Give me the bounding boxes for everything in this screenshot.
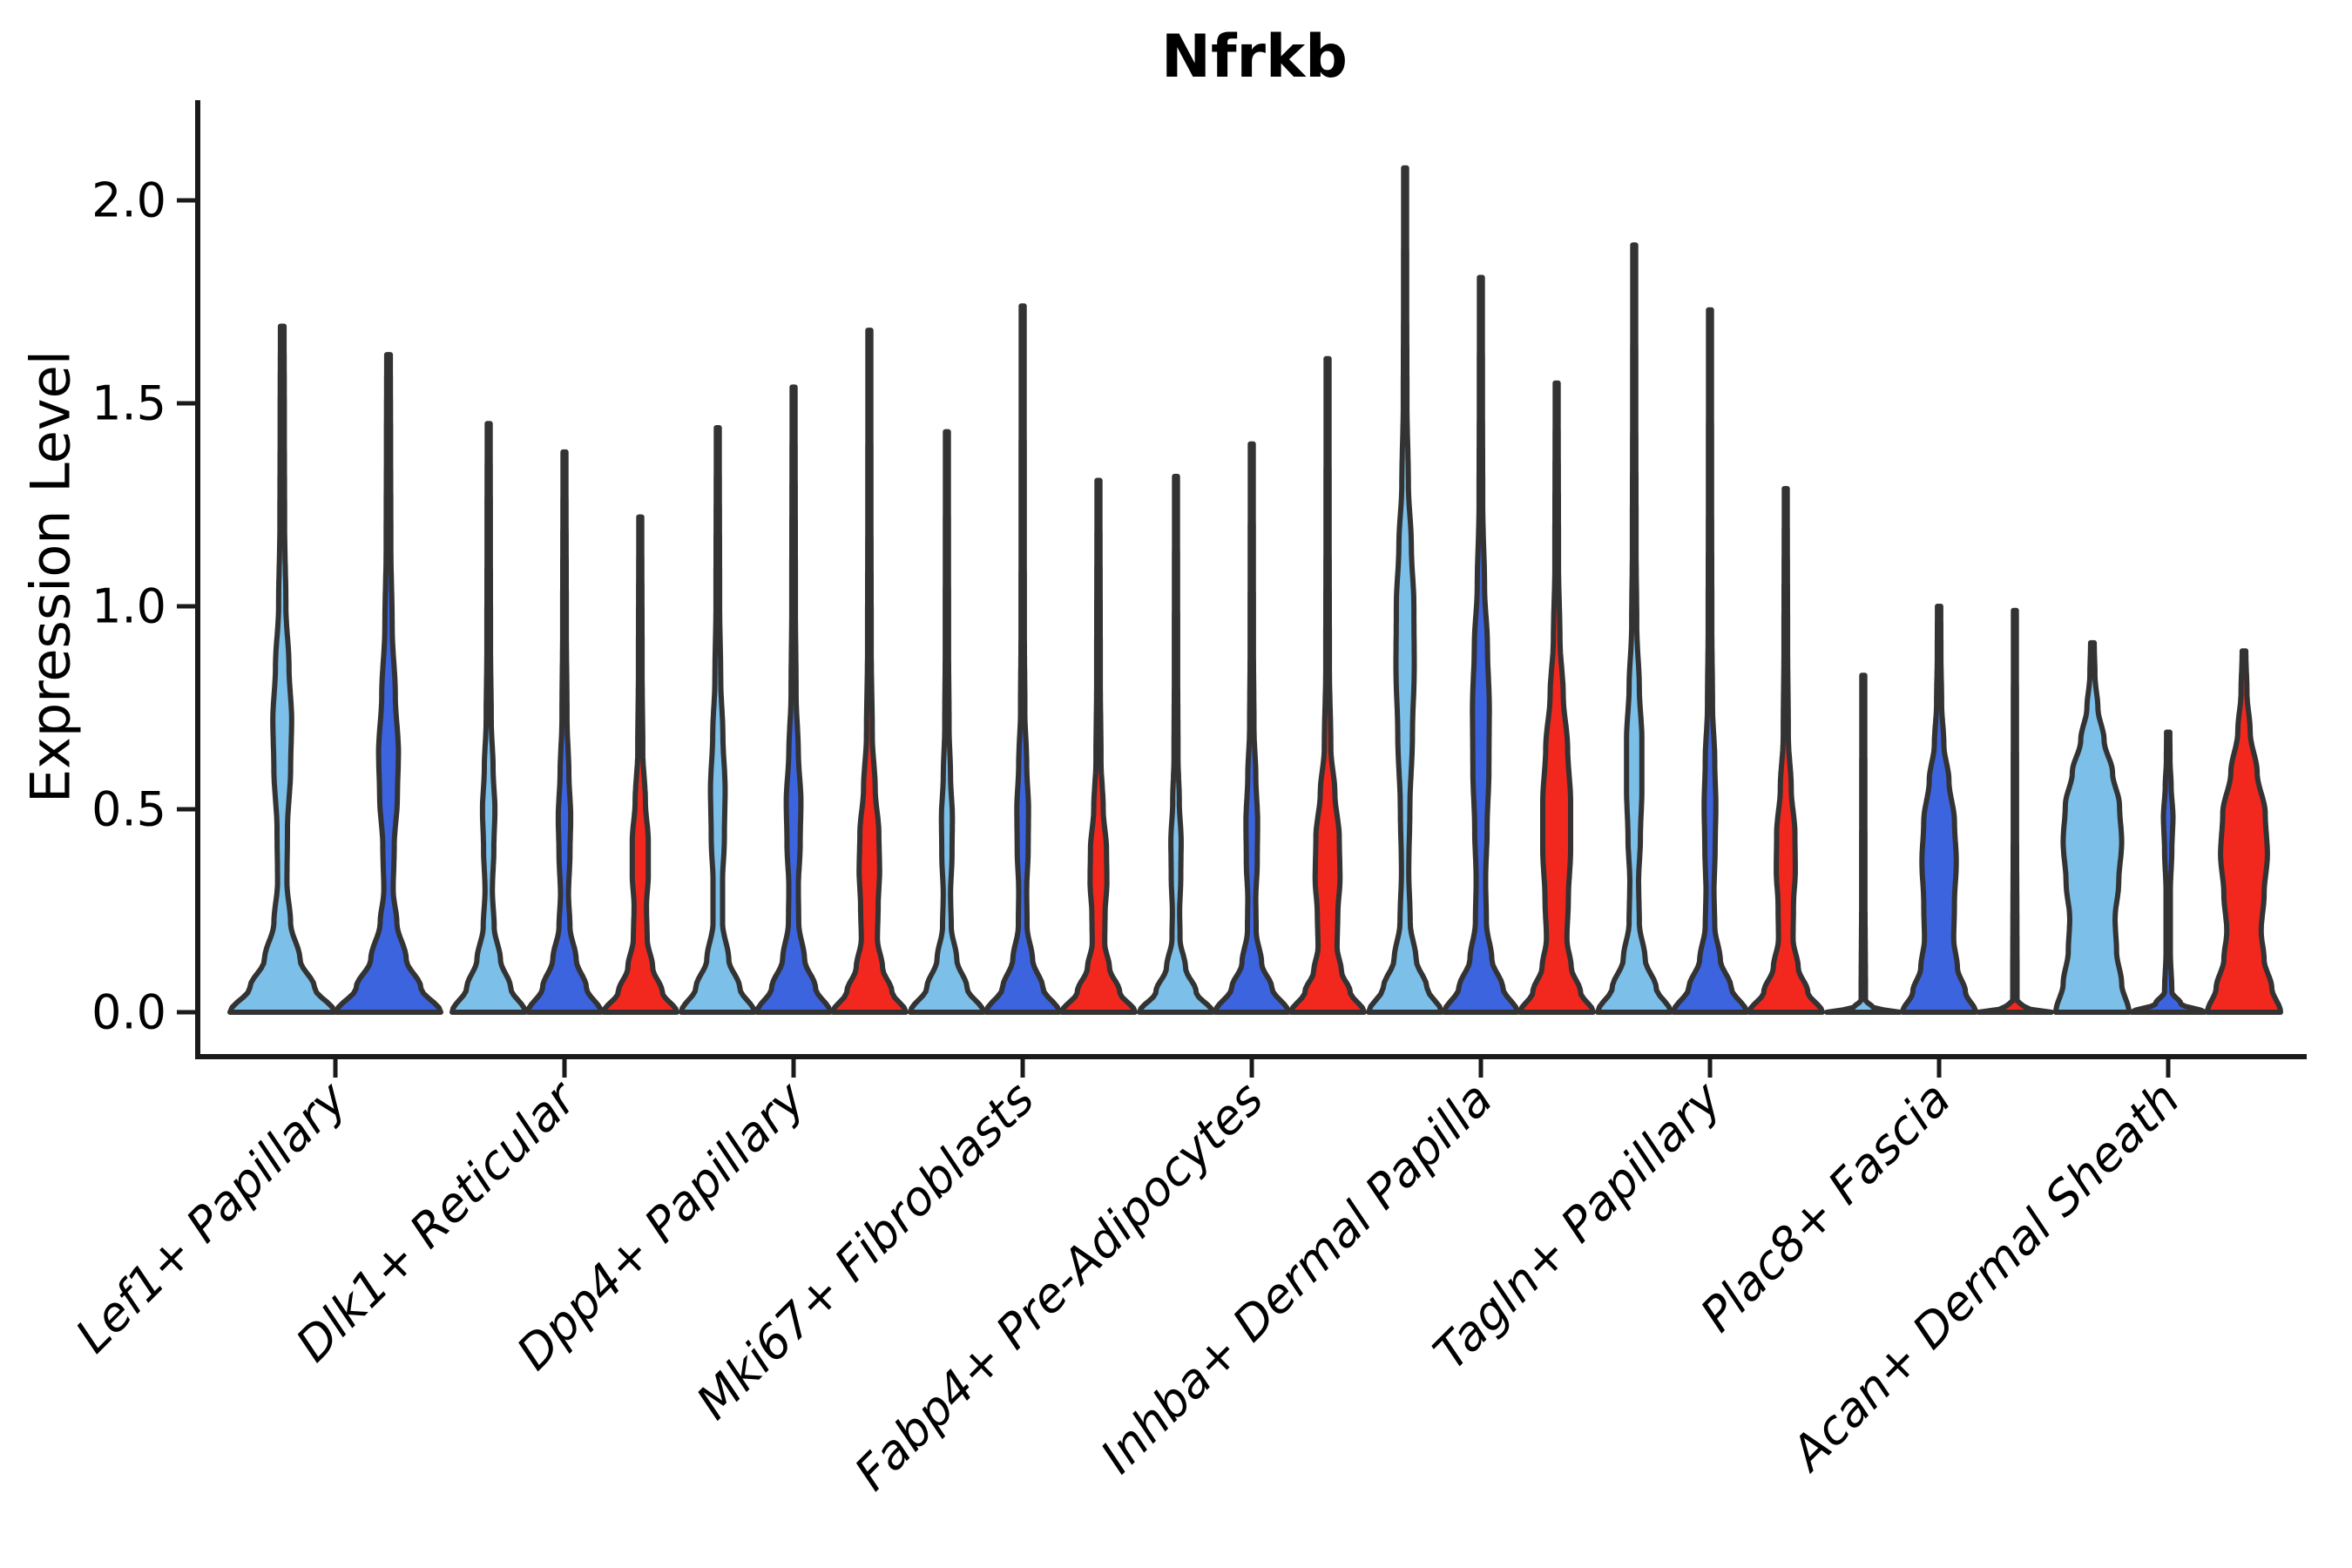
y-tick-label: 1.0 [91,579,166,634]
violin-inhba-dermal-papilla-dark_blue [1442,274,1520,1015]
violin-lef1-papillary-dark_blue [334,352,443,1015]
violin-dpp4-papillary-light_blue [679,425,757,1015]
violin-tagln-papillary-dark_blue [1671,307,1749,1015]
violin-dlk1-reticular-dark_blue [525,449,604,1015]
violin-acan-dermal-sheath-red [2205,648,2283,1015]
violin-dpp4-papillary-red [830,328,909,1015]
violin-acan-dermal-sheath-dark_blue [2129,729,2207,1015]
violin-plac8-fascia-red [1976,607,2054,1015]
violin-mki67-fibroblasts-light_blue [908,429,986,1015]
violin-fabp4-pre-adipocytes-light_blue [1137,473,1215,1015]
violin-dlk1-reticular-red [601,514,679,1015]
y-tick-label: 0.0 [91,985,166,1040]
violin-tagln-papillary-light_blue [1595,242,1673,1015]
violin-lef1-papillary-light_blue [227,323,337,1015]
y-tick-label: 2.0 [91,173,166,228]
chart-title: Nfrkb [1161,23,1348,91]
violin-inhba-dermal-papilla-light_blue [1366,165,1444,1015]
x-tick-label-fabp4-pre-adipocytes: Fabp4+ Pre-Adipocytes [844,1071,1274,1501]
violin-fabp4-pre-adipocytes-red [1288,355,1367,1015]
y-axis-label: Expression Level [18,350,83,803]
violin-plac8-fascia-light_blue [1824,672,1903,1015]
y-tick-label: 1.5 [91,376,166,431]
violin-tagln-papillary-red [1747,485,1825,1015]
violin-mki67-fibroblasts-dark_blue [983,303,1062,1015]
violin-mki67-fibroblasts-red [1059,477,1138,1015]
violin-plac8-fascia-dark_blue [1900,604,1978,1015]
x-tick-label-inhba-dermal-papilla: Inhba+ Dermal Papilla [1090,1071,1503,1484]
violin-acan-dermal-sheath-light_blue [2053,639,2132,1015]
violin-inhba-dermal-papilla-red [1517,380,1596,1015]
violin-fabp4-pre-adipocytes-dark_blue [1213,441,1291,1015]
violin-dlk1-reticular-light_blue [449,421,528,1015]
violin-dpp4-papillary-dark_blue [754,384,833,1015]
y-tick-label: 0.5 [91,782,166,837]
x-tick-label-acan-dermal-sheath: Acan+ Dermal Sheath [1779,1071,2190,1483]
